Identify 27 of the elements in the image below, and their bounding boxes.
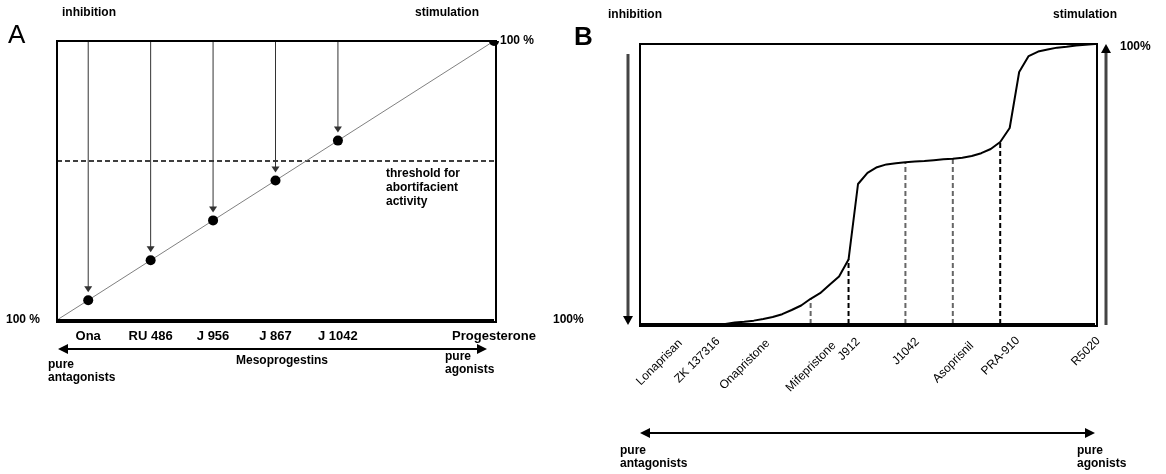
text: 100%: [553, 312, 584, 327]
x-tick-label: Progesterone: [452, 328, 536, 343]
text: pure antagonists: [620, 443, 689, 471]
point: [208, 215, 219, 226]
point: [332, 135, 343, 146]
text: A: [8, 19, 26, 49]
text: inhibition: [62, 5, 116, 20]
point: [145, 255, 156, 266]
x-tick-label: J 867: [259, 328, 292, 343]
text: 100 %: [6, 312, 41, 327]
text: inhibition: [608, 7, 662, 22]
point: [270, 175, 281, 186]
text: B: [574, 21, 593, 51]
text: pure antagonists: [48, 357, 117, 385]
text: Mesoprogestins: [236, 353, 329, 368]
ref-line-label: threshold for abortifacient activity: [386, 165, 461, 208]
point: [83, 295, 94, 306]
text: 100 %: [500, 33, 535, 48]
text: stimulation: [1053, 7, 1118, 22]
text: stimulation: [415, 5, 480, 20]
text: pure agonists: [445, 349, 496, 377]
x-tick-label: J 956: [196, 328, 230, 343]
x-tick-label: Ona: [75, 328, 102, 343]
text: pure agonists: [1077, 443, 1128, 471]
x-tick-label: J 1042: [318, 328, 358, 343]
text: 100%: [1120, 39, 1151, 54]
x-tick-label: RU 486: [128, 328, 173, 343]
